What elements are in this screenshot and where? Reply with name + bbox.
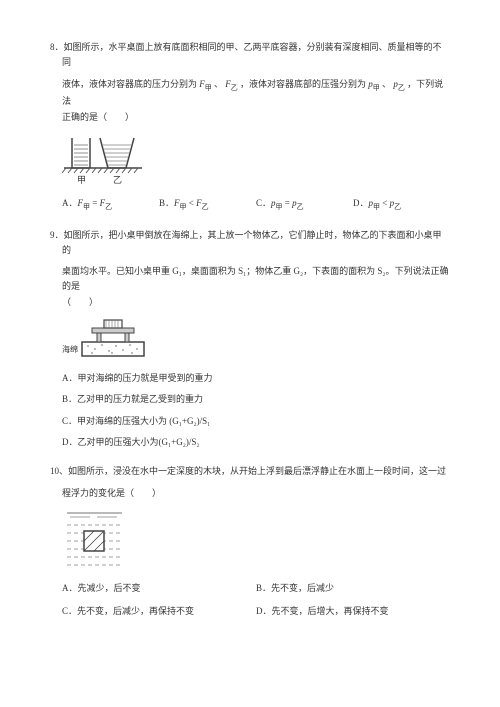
q8-line1: 8．如图所示，水平桌面上放有底面积相同的甲、乙两平底容器，分别装有深度相同、质量…: [50, 40, 450, 71]
q8-num: 8．: [50, 42, 64, 52]
q9-options: A．甲对海绵的压力就是甲受到的重力 B．乙对甲的压力就是乙受到的重力 C．甲对海…: [50, 371, 450, 450]
q9-line3: （ ）: [50, 295, 450, 310]
question-10: 10、如图所示，浸没在水中一定深度的木块，从开始上浮到最后漂浮静止在水面上一段时…: [50, 464, 450, 623]
q9-label: 海绵: [62, 344, 78, 354]
q8c-rel: =: [283, 198, 293, 208]
q10-figure: [62, 509, 450, 569]
q8b-s1: 甲: [180, 203, 187, 211]
q9-num: 9．: [50, 230, 64, 240]
q8c-s1: 甲: [276, 203, 283, 211]
q10-opt-b: B．先不变，后减少: [256, 581, 450, 596]
q9-opt-c: C．甲对海绵的压强大小为 (G₁+G₂)/S₁: [62, 414, 450, 429]
q8-opt-b: B．F甲 < F乙: [159, 196, 256, 214]
q8-sj: 甲: [205, 83, 212, 91]
q8-psj: 甲: [373, 83, 380, 91]
q8b-pre: B．: [159, 198, 174, 208]
containers-icon: 甲 乙: [62, 133, 152, 188]
water-block-icon: [62, 509, 132, 569]
q10-line2: 程浮力的变化是（ ）: [50, 486, 450, 501]
q8-opt-d: D．p甲 < p乙: [353, 196, 450, 214]
q8-t3: 、: [212, 79, 226, 89]
q10-num: 10、: [50, 466, 68, 476]
q9-figure: 海绵: [62, 318, 450, 363]
table-sponge-icon: 海绵: [62, 318, 152, 363]
q9-opt-a: A．甲对海绵的压力就是甲受到的重力: [62, 371, 450, 386]
question-8: 8．如图所示，水平桌面上放有底面积相同的甲、乙两平底容器，分别装有深度相同、质量…: [50, 40, 450, 214]
q8-label-jia: 甲: [77, 175, 86, 185]
q8-t2: 液体，液体对容器底的压力分别为: [62, 79, 199, 89]
q10-opt-d: D．先不变，后增大，再保持不变: [256, 604, 450, 619]
q8-label-yi: 乙: [113, 175, 122, 185]
q8-t5: 、: [380, 79, 394, 89]
q9-line2: 桌面均水平。已知小桌甲重 G₁，桌面面积为 S₁；物体乙重 G₂，下表面的面积为…: [50, 264, 450, 295]
q8d-pre: D．: [353, 198, 369, 208]
q8-line2: 液体，液体对容器底的压力分别为 F甲 、 F乙 ，液体对容器底部的压强分别为 p…: [50, 77, 450, 110]
q10-line1: 10、如图所示，浸没在水中一定深度的木块，从开始上浮到最后漂浮静止在水面上一段时…: [50, 464, 450, 479]
q10-opt-a: A．先减少，后不变: [62, 581, 256, 596]
q9-line1: 9．如图所示，把小桌甲倒放在海绵上，其上放一个物体乙，它们静止时，物体乙的下表面…: [50, 228, 450, 259]
q8-t4: ，液体对容器底部的压强分别为: [238, 79, 369, 89]
q8a-s1: 甲: [83, 203, 90, 211]
q8-opt-c: C．p甲 = p乙: [256, 196, 353, 214]
q8b-rel: <: [187, 198, 197, 208]
q10-opt-c: C．先不变，后减少，再保持不变: [62, 604, 256, 619]
q8-line3: 正确的是（ ）: [50, 110, 450, 125]
q10-t1: 如图所示，浸没在水中一定深度的木块，从开始上浮到最后漂浮静止在水面上一段时间，这…: [68, 466, 446, 476]
q8-sy: 乙: [231, 83, 238, 91]
q8d-s2: 乙: [394, 203, 401, 211]
q8c-s2: 乙: [297, 203, 304, 211]
q8b-s2: 乙: [202, 203, 209, 211]
q10-options: A．先减少，后不变 B．先不变，后减少 C．先不变，后减少，再保持不变 D．先不…: [50, 577, 450, 624]
q8a-s2: 乙: [105, 203, 112, 211]
q8-text1: 如图所示，水平桌面上放有底面积相同的甲、乙两平底容器，分别装有深度相同、质量相等…: [62, 42, 442, 67]
q8d-rel: <: [380, 198, 390, 208]
q8d-s1: 甲: [373, 203, 380, 211]
q8-psy: 乙: [398, 83, 405, 91]
q8-figure: 甲 乙: [62, 133, 450, 188]
q9-opt-d: D．乙对甲的压强大小为(G₁+G₂)/S₂: [62, 435, 450, 450]
q8-options: A．F甲 = F乙 B．F甲 < F乙 C．p甲 = p乙 D．p甲 < p乙: [50, 196, 450, 214]
q9-t1: 如图所示，把小桌甲倒放在海绵上，其上放一个物体乙，它们静止时，物体乙的下表面和小…: [62, 230, 442, 255]
q8c-pre: C．: [256, 198, 271, 208]
question-9: 9．如图所示，把小桌甲倒放在海绵上，其上放一个物体乙，它们静止时，物体乙的下表面…: [50, 228, 450, 451]
q9-opt-b: B．乙对甲的压力就是乙受到的重力: [62, 392, 450, 407]
q8a-pre: A．: [62, 198, 78, 208]
q8a-rel: =: [90, 198, 100, 208]
q8-opt-a: A．F甲 = F乙: [62, 196, 159, 214]
